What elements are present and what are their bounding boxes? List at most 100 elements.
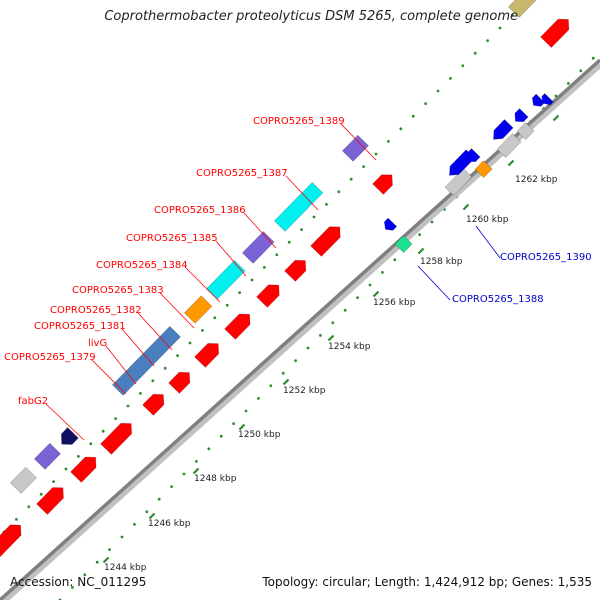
tick-dot [449,77,452,80]
gene-arrow [383,217,398,231]
gene-arrow [284,259,307,282]
tick-dot [281,371,285,375]
major-tick [238,423,246,431]
tick-dot [498,26,502,30]
gene-label: COPRO5265_1379 [4,352,96,363]
tick-dot [244,409,248,413]
tick-dot [108,548,111,551]
tick-dot [15,518,18,521]
gene-arrow [9,466,37,494]
scale-label: 1254 kbp [328,342,371,352]
tick-dot [250,278,254,282]
leader-line [45,403,85,441]
gene-arrow [194,343,220,368]
gene-label: COPRO5265_1383 [72,285,164,296]
tick-dot [39,492,43,496]
gene-arrow [466,148,481,163]
tick-dot [195,460,198,463]
scale-label: 1260 kbp [466,215,509,225]
tick-dot [120,535,124,539]
tick-dot [263,266,266,269]
major-tick [148,512,156,520]
tick-dot [387,140,390,143]
tick-dot [331,321,335,325]
tick-dot [207,447,211,451]
leader-line [105,345,137,385]
gene-features [0,0,570,558]
gene-arrow [372,174,393,195]
gene-arrow [183,295,213,324]
leader-line [243,212,277,249]
tick-dot [337,190,341,194]
tick-dot [374,152,378,156]
tick-dot [473,51,477,55]
gene-arrow [514,108,529,123]
tick-dot [145,510,149,514]
leader-line [475,225,501,259]
tick-dot [27,505,31,509]
tick-dot [393,258,397,262]
scale-label: 1244 kbp [104,563,147,573]
tick-dot [89,442,93,446]
major-tick [552,114,560,122]
gene-arrow [310,226,341,257]
tick-dot [52,480,55,483]
gene-arrow [60,427,79,445]
tick-dot [356,296,359,299]
gene-arrow [341,134,369,162]
leader-line [285,175,319,211]
accession-text: Accession: NC_011295 [10,575,147,589]
gene-label: COPRO5265_1385 [126,233,218,244]
leader-line [185,267,221,303]
tick-dot [219,434,223,438]
gene-arrow [496,133,522,159]
scale-labels: 1244 kbp 1246 kbp 1248 kbp 1250 kbp 1252 kbp… [104,175,558,573]
gene-arrow [493,119,514,140]
tick-dot [579,69,583,73]
tick-dot [201,329,204,332]
tick-dot [238,291,242,294]
major-tick [462,203,470,211]
gene-label: COPRO5265_1382 [50,305,142,316]
gene-arrow [0,524,22,558]
major-tick [372,290,380,298]
scale-label: 1262 kbp [515,175,558,185]
gene-arrow [224,313,251,340]
tick-dot [312,215,316,219]
gene-labels: COPRO5265_1389 COPRO5265_1387 COPRO5265_13… [4,116,592,441]
scale-label: 1248 kbp [194,474,237,484]
major-tick [102,556,110,564]
gene-label: COPRO5265_1388 [452,294,544,305]
tick-dot [176,354,180,357]
tick-dot [294,359,297,362]
gene-arrow [111,325,181,396]
major-tick [327,334,335,342]
gene-arrow [540,18,570,48]
major-tick [192,467,200,475]
tick-dot [269,384,273,388]
gene-arrow [507,0,537,18]
leader-line [137,312,173,351]
tick-dot [300,228,303,232]
major-tick [282,378,290,386]
gene-arrow [168,371,191,394]
tick-dot [430,220,434,224]
tick-dot [126,404,130,408]
tick-dot [170,485,174,488]
tick-dot [163,366,167,370]
gene-arrow [273,181,324,232]
tick-dot [77,455,80,458]
tick-dot [325,203,328,206]
tick-dot [511,14,514,17]
major-tick [507,159,515,167]
gene-label: COPRO5265_1384 [96,260,188,271]
tick-dot [319,334,322,337]
leader-line [417,265,451,301]
gene-label: COPRO5265_1390 [500,252,592,263]
tick-dot [381,271,384,274]
leader-line [121,328,155,367]
leader-line [91,359,127,395]
tick-dot [343,308,347,312]
